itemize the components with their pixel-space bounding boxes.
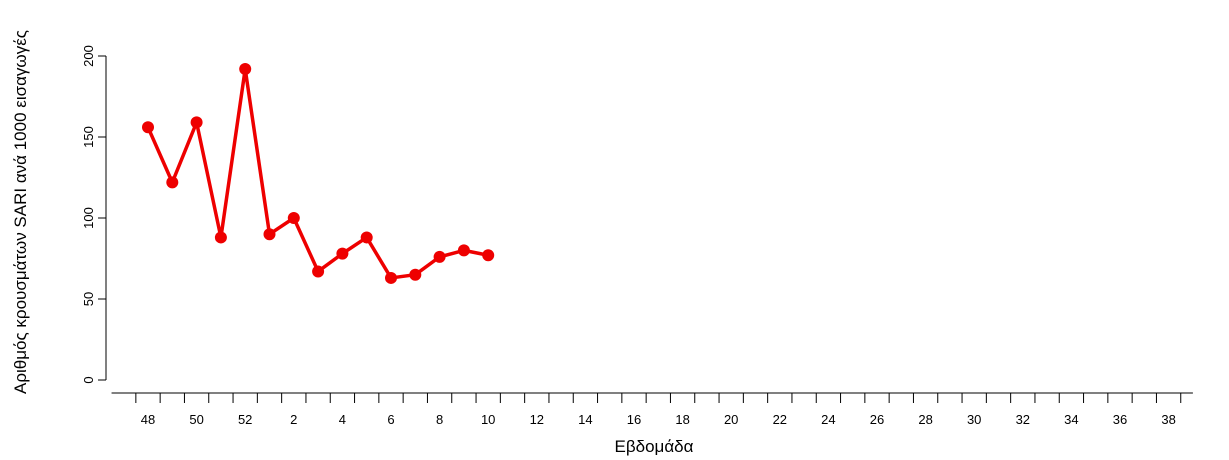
x-tick-label: 12 — [530, 412, 544, 427]
series-line — [146, 67, 489, 280]
x-tick-label: 48 — [141, 412, 155, 427]
data-point — [482, 249, 495, 262]
y-tick-label: 0 — [81, 376, 96, 383]
y-tick-label: 200 — [81, 45, 96, 67]
x-tick-label: 2 — [290, 412, 297, 427]
x-tick-label: 24 — [821, 412, 835, 427]
data-point — [263, 228, 276, 241]
data-point — [433, 250, 446, 263]
data-point — [214, 231, 227, 244]
data-point — [166, 176, 179, 189]
x-tick-label: 50 — [189, 412, 203, 427]
x-axis-title: Εβδομάδα — [615, 437, 694, 456]
series-layer — [142, 62, 495, 284]
data-point — [409, 268, 422, 281]
x-tick-label: 8 — [436, 412, 443, 427]
data-point — [457, 244, 470, 257]
x-tick-label: 14 — [578, 412, 592, 427]
x-tick-label: 4 — [339, 412, 346, 427]
x-tick-label: 34 — [1064, 412, 1078, 427]
data-point — [142, 121, 154, 134]
data-point — [385, 271, 397, 284]
x-tick-label: 52 — [238, 412, 252, 427]
y-axis-title: Αριθμός κρουσμάτων SARI ανά 1000 εισαγωγ… — [11, 30, 30, 394]
x-tick-label: 20 — [724, 412, 738, 427]
data-point — [239, 62, 252, 75]
data-point — [336, 247, 349, 260]
x-tick-label: 10 — [481, 412, 495, 427]
x-tick-label: 26 — [870, 412, 884, 427]
x-tick-label: 18 — [675, 412, 689, 427]
x-tick-label: 30 — [967, 412, 981, 427]
x-tick-label: 28 — [918, 412, 932, 427]
x-tick-label: 6 — [387, 412, 394, 427]
x-tick-label: 36 — [1113, 412, 1127, 427]
data-point — [287, 212, 300, 224]
y-tick-label: 50 — [81, 292, 96, 306]
x-tick-label: 38 — [1161, 412, 1175, 427]
x-tick-label: 22 — [773, 412, 787, 427]
data-point — [312, 265, 325, 278]
x-tick-label: 16 — [627, 412, 641, 427]
y-axis: 0 50 100 150 200 — [81, 45, 107, 384]
y-tick-label: 100 — [81, 207, 96, 229]
data-point — [360, 231, 373, 244]
data-point — [190, 116, 203, 129]
x-axis: 48 50 52 2 4 6 8 10 12 14 16 18 20 22 24 26 28 30 32 34 36 38 — [111, 392, 1193, 427]
x-tick-label: 32 — [1016, 412, 1030, 427]
y-tick-label: 150 — [81, 126, 96, 148]
